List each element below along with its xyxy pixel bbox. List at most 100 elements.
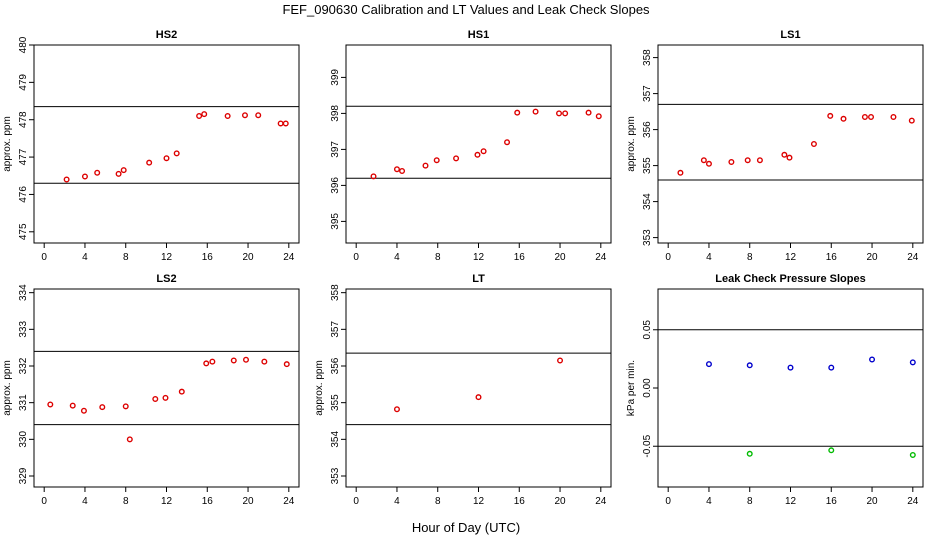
x-tick-label: 12 (161, 496, 173, 507)
data-point-values (786, 154, 793, 161)
x-tick-label: 16 (202, 496, 214, 507)
data-point-values (162, 394, 169, 401)
data-point-values (908, 117, 915, 124)
panel-ls1: LS1 0 4 8 12 16 20 24 353 354 355 356 357 358 approx. … (626, 29, 924, 263)
data-point-values (122, 403, 129, 410)
data-point-values (504, 139, 511, 146)
data-point-values (120, 167, 127, 174)
data-point-blue (869, 356, 876, 363)
y-axis-label: approx. ppm (314, 360, 325, 416)
data-point-values (557, 357, 564, 364)
plot-frame (345, 44, 612, 244)
data-point-values (677, 169, 684, 176)
y-tick-label: 358 (330, 284, 341, 301)
data-point-values (47, 401, 54, 408)
data-point-green (909, 451, 916, 458)
panel-leak-check-pressure-slopes: Leak Check Pressure Slopes 0 4 8 12 16 20 24 -0.… (626, 273, 924, 507)
y-tick-label: 356 (330, 357, 341, 374)
panel-title: LS1 (780, 29, 800, 41)
data-point-green (746, 450, 753, 457)
y-tick-label: 398 (330, 105, 341, 122)
x-tick-label: 16 (514, 496, 526, 507)
data-point-values (152, 396, 159, 403)
panel-title: HS1 (468, 29, 489, 41)
y-tick-label: 355 (642, 157, 653, 174)
y-tick-label: 354 (642, 193, 653, 210)
data-point-values (556, 110, 563, 117)
data-point-values (861, 113, 868, 120)
panel-ls2: LS2 0 4 8 12 16 20 24 329 330 331 332 333 334 approx. … (2, 273, 300, 507)
data-point-blue (705, 361, 712, 368)
plot-frame (657, 44, 924, 244)
data-point-values (393, 406, 400, 413)
y-tick-label: 0.00 (642, 378, 653, 398)
data-point-blue (828, 364, 835, 371)
y-tick-label: 478 (18, 111, 29, 128)
x-tick-label: 12 (473, 252, 485, 263)
x-tick-label: 24 (283, 496, 295, 507)
data-point-values (700, 157, 707, 164)
y-tick-label: 397 (330, 141, 341, 158)
x-tick-label: 20 (866, 252, 878, 263)
data-point-values (173, 150, 180, 157)
x-tick-label: 0 (353, 496, 359, 507)
data-point-values (69, 402, 76, 409)
x-tick-label: 12 (785, 252, 797, 263)
y-tick-label: 355 (330, 394, 341, 411)
data-point-values (99, 404, 106, 411)
y-tick-label: 475 (18, 223, 29, 240)
x-tick-label: 4 (394, 496, 400, 507)
data-point-values (562, 110, 569, 117)
x-tick-label: 8 (123, 252, 129, 263)
x-tick-label: 0 (665, 252, 671, 263)
figure-title: FEF_090630 Calibration and LT Values and… (282, 2, 650, 17)
y-tick-label: 333 (18, 321, 29, 338)
y-tick-label: 334 (18, 284, 29, 301)
data-point-values (827, 112, 834, 119)
data-point-values (453, 155, 460, 162)
y-tick-label: 357 (642, 85, 653, 102)
x-tick-label: 8 (747, 252, 753, 263)
panel-title: LT (472, 273, 485, 285)
y-tick-label: 331 (18, 394, 29, 411)
data-point-values (422, 162, 429, 169)
x-tick-label: 4 (82, 252, 88, 263)
y-tick-label: 357 (330, 321, 341, 338)
data-point-values (890, 113, 897, 120)
data-point-values (532, 108, 539, 115)
y-tick-label: 356 (642, 121, 653, 138)
y-tick-label: 354 (330, 431, 341, 448)
y-tick-label: 480 (18, 36, 29, 53)
x-tick-label: 20 (554, 496, 566, 507)
data-point-values (224, 112, 231, 119)
y-axis-label: approx. ppm (2, 116, 13, 172)
data-point-blue (787, 364, 794, 371)
plot-frame (657, 288, 924, 488)
x-tick-label: 24 (595, 252, 607, 263)
data-point-values (595, 113, 602, 120)
y-axis-label: approx. ppm (2, 360, 13, 416)
data-point-values (241, 112, 248, 119)
data-point-values (94, 169, 101, 176)
data-point-values (705, 160, 712, 167)
data-point-values (840, 115, 847, 122)
x-tick-label: 20 (242, 496, 254, 507)
data-point-values (474, 151, 481, 158)
x-tick-label: 8 (747, 496, 753, 507)
x-tick-label: 12 (785, 496, 797, 507)
y-tick-label: 396 (330, 177, 341, 194)
x-tick-label: 0 (665, 496, 671, 507)
panel-hs2: HS2 0 4 8 12 16 20 24 475 476 477 478 479 480 approx. … (2, 29, 300, 263)
data-point-values (475, 394, 482, 401)
x-tick-label: 0 (41, 252, 47, 263)
y-tick-label: 479 (18, 74, 29, 91)
data-point-values (146, 159, 153, 166)
x-axis-label: Hour of Day (UTC) (412, 520, 520, 535)
plot-frame (33, 44, 300, 244)
data-point-values (230, 357, 237, 364)
panel-hs1: HS1 0 4 8 12 16 20 24 395 396 397 398 399 (330, 29, 612, 263)
panel-lt: LT 0 4 8 12 16 20 24 353 354 355 356 357 358 approx. p… (314, 273, 612, 507)
x-tick-label: 8 (435, 496, 441, 507)
y-tick-label: 395 (330, 213, 341, 230)
